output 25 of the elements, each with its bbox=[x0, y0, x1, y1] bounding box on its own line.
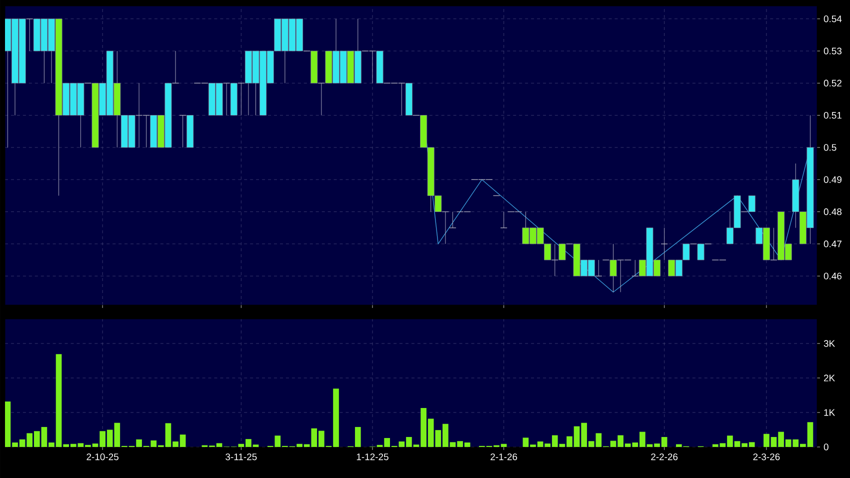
candlestick bbox=[770, 228, 778, 260]
y-tick-label: 0.53 bbox=[824, 48, 842, 54]
y-tick-label: 0.52 bbox=[824, 80, 842, 86]
y-tick-label: 0.46 bbox=[824, 272, 842, 280]
y-tick-label: 1K bbox=[824, 409, 835, 416]
x-tick-label: 2-10-25 bbox=[86, 453, 118, 460]
x-tick-label: 2-3-26 bbox=[753, 453, 780, 460]
x-tick-label: 2-1-26 bbox=[490, 453, 518, 460]
y-tick-label: 0.54 bbox=[824, 15, 842, 22]
y-tick-label: 2K bbox=[824, 374, 835, 382]
x-tick-label: 3-11-25 bbox=[226, 453, 257, 460]
y-tick-label: 0.51 bbox=[824, 112, 842, 119]
y-tick-label: 0.48 bbox=[824, 208, 842, 216]
y-tick-label: 0.47 bbox=[824, 240, 842, 248]
candlestick bbox=[595, 260, 602, 276]
x-tick-label: 2-2-26 bbox=[651, 453, 678, 460]
candlestick bbox=[697, 244, 704, 260]
candlestick bbox=[551, 244, 559, 276]
candlestick bbox=[632, 260, 639, 276]
x-tick-label: 1-12-25 bbox=[356, 453, 388, 460]
y-tick-label: 0.5 bbox=[824, 144, 836, 151]
y-tick-label: 0.49 bbox=[824, 176, 842, 183]
y-tick-label: 3K bbox=[824, 340, 835, 347]
y-tick-label: 0 bbox=[824, 444, 828, 450]
candlestick bbox=[558, 244, 566, 260]
